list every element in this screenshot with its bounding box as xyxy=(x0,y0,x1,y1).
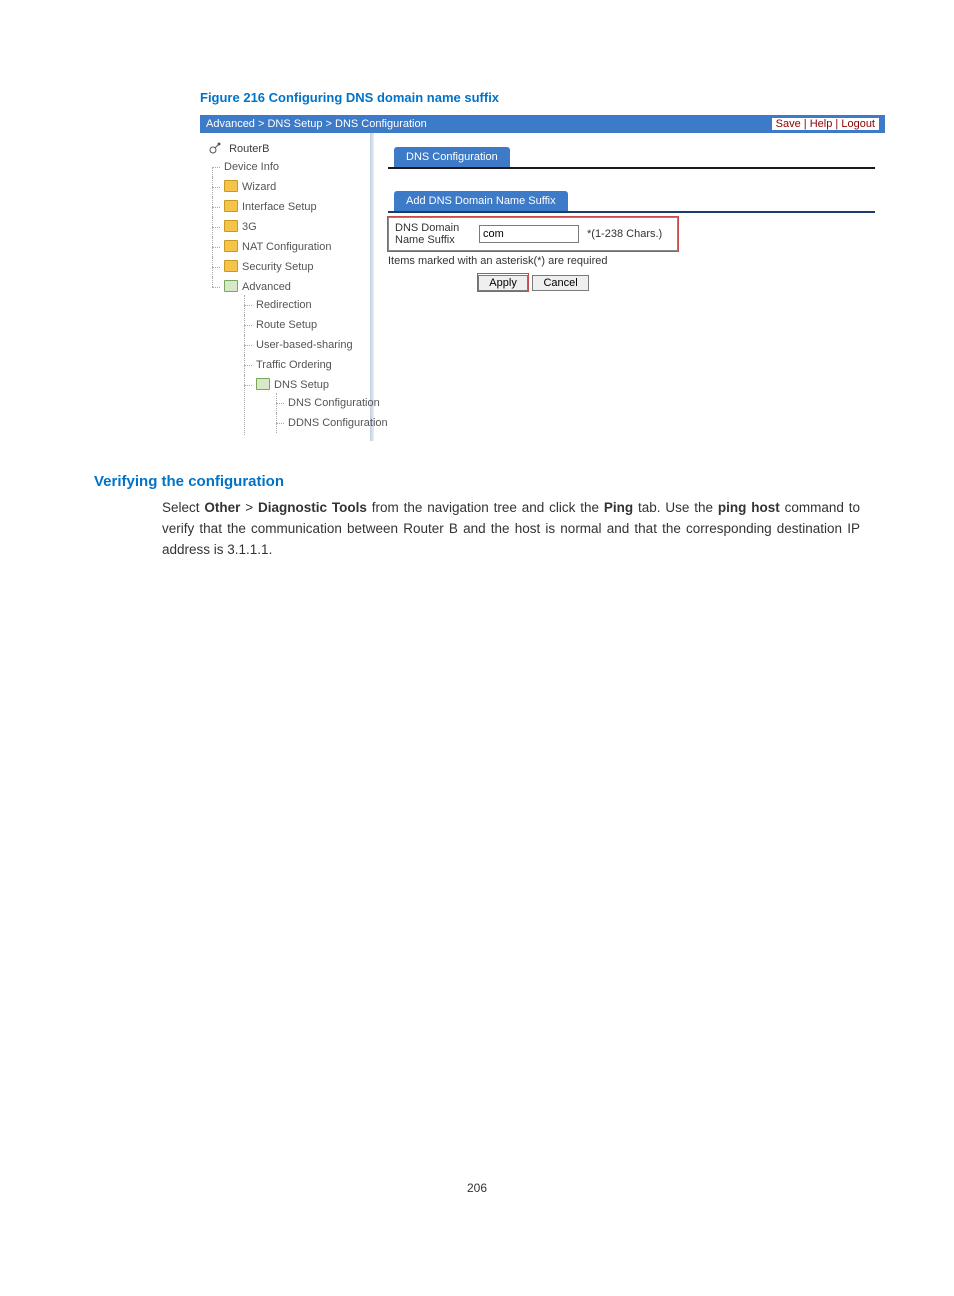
nav-label: Interface Setup xyxy=(242,201,317,213)
screenshot-panel: Advanced > DNS Setup > DNS Configuration… xyxy=(200,115,885,441)
nav-label: Route Setup xyxy=(256,319,317,331)
apply-highlight: Apply xyxy=(477,273,529,292)
nav-label: DNS Configuration xyxy=(288,397,380,409)
text: > xyxy=(240,500,258,515)
nav-ddns-configuration[interactable]: DDNS Configuration xyxy=(268,413,370,433)
section-heading: Verifying the configuration xyxy=(94,473,860,490)
text-bold: Other xyxy=(204,500,240,515)
tree-root-label: RouterB xyxy=(227,143,269,155)
nav-dns-setup[interactable]: DNS Setup DNS Configuration DDNS Configu… xyxy=(236,375,370,435)
button-row: Apply Cancel xyxy=(388,273,678,292)
section-underline xyxy=(388,211,875,213)
device-icon xyxy=(208,141,222,155)
folder-closed-icon xyxy=(224,180,238,192)
breadcrumb-bar: Advanced > DNS Setup > DNS Configuration… xyxy=(200,115,885,133)
cancel-button[interactable]: Cancel xyxy=(532,275,588,291)
nav-dns-configuration[interactable]: DNS Configuration xyxy=(268,393,370,413)
nav-label: NAT Configuration xyxy=(242,241,331,253)
field-hint: *(1-238 Chars.) xyxy=(587,228,662,240)
tree-root[interactable]: RouterB xyxy=(204,139,370,157)
nav-label: Security Setup xyxy=(242,261,314,273)
text: Select xyxy=(162,500,204,515)
page-number: 206 xyxy=(94,1181,860,1215)
text-bold: Ping xyxy=(604,500,633,515)
section-tab: Add DNS Domain Name Suffix xyxy=(394,191,568,211)
nav-device-info[interactable]: Device Info xyxy=(204,157,370,177)
nav-advanced[interactable]: Advanced Redirection Route Setup User-ba… xyxy=(204,277,370,437)
dns-suffix-input[interactable] xyxy=(479,225,579,243)
field-label: DNS Domain Name Suffix xyxy=(395,222,473,246)
nav-label: Wizard xyxy=(242,181,276,193)
nav-label: DNS Setup xyxy=(274,379,329,391)
tab-dns-configuration[interactable]: DNS Configuration xyxy=(394,147,510,167)
nav-label: Traffic Ordering xyxy=(256,359,332,371)
nav-label: DDNS Configuration xyxy=(288,417,388,429)
nav-user-based-sharing[interactable]: User-based-sharing xyxy=(236,335,370,355)
figure-caption: Figure 216 Configuring DNS domain name s… xyxy=(200,90,860,105)
text-bold: ping host xyxy=(718,500,780,515)
folder-closed-icon xyxy=(224,200,238,212)
nav-label: Advanced xyxy=(242,281,291,293)
nav-label: Redirection xyxy=(256,299,312,311)
folder-closed-icon xyxy=(224,220,238,232)
folder-open-icon xyxy=(224,280,238,292)
apply-button[interactable]: Apply xyxy=(478,275,528,291)
nav-interface-setup[interactable]: Interface Setup xyxy=(204,197,370,217)
logout-link[interactable]: Logout xyxy=(841,118,875,130)
save-link[interactable]: Save xyxy=(776,118,801,130)
nav-wizard[interactable]: Wizard xyxy=(204,177,370,197)
nav-3g[interactable]: 3G xyxy=(204,217,370,237)
nav-label: Device Info xyxy=(224,161,279,173)
tab-underline xyxy=(388,167,875,169)
required-note: Items marked with an asterisk(*) are req… xyxy=(388,255,875,267)
body-paragraph: Select Other > Diagnostic Tools from the… xyxy=(162,498,860,561)
nav-traffic-ordering[interactable]: Traffic Ordering xyxy=(236,355,370,375)
nav-redirection[interactable]: Redirection xyxy=(236,295,370,315)
form-row: DNS Domain Name Suffix *(1-238 Chars.) xyxy=(388,217,678,251)
text-bold: Diagnostic Tools xyxy=(258,500,367,515)
folder-closed-icon xyxy=(224,240,238,252)
nav-label: 3G xyxy=(242,221,257,233)
topbar-links: Save | Help | Logout xyxy=(772,118,879,130)
folder-open-icon xyxy=(256,378,270,390)
nav-security-setup[interactable]: Security Setup xyxy=(204,257,370,277)
content-pane: DNS Configuration Add DNS Domain Name Su… xyxy=(374,133,885,441)
help-link[interactable]: Help xyxy=(810,118,833,130)
text: from the navigation tree and click the xyxy=(367,500,604,515)
nav-label: User-based-sharing xyxy=(256,339,353,351)
nav-tree: RouterB Device Info Wizard Interface Set… xyxy=(200,133,370,441)
breadcrumb: Advanced > DNS Setup > DNS Configuration xyxy=(206,118,427,130)
nav-nat-config[interactable]: NAT Configuration xyxy=(204,237,370,257)
text: tab. Use the xyxy=(633,500,718,515)
nav-route-setup[interactable]: Route Setup xyxy=(236,315,370,335)
folder-closed-icon xyxy=(224,260,238,272)
